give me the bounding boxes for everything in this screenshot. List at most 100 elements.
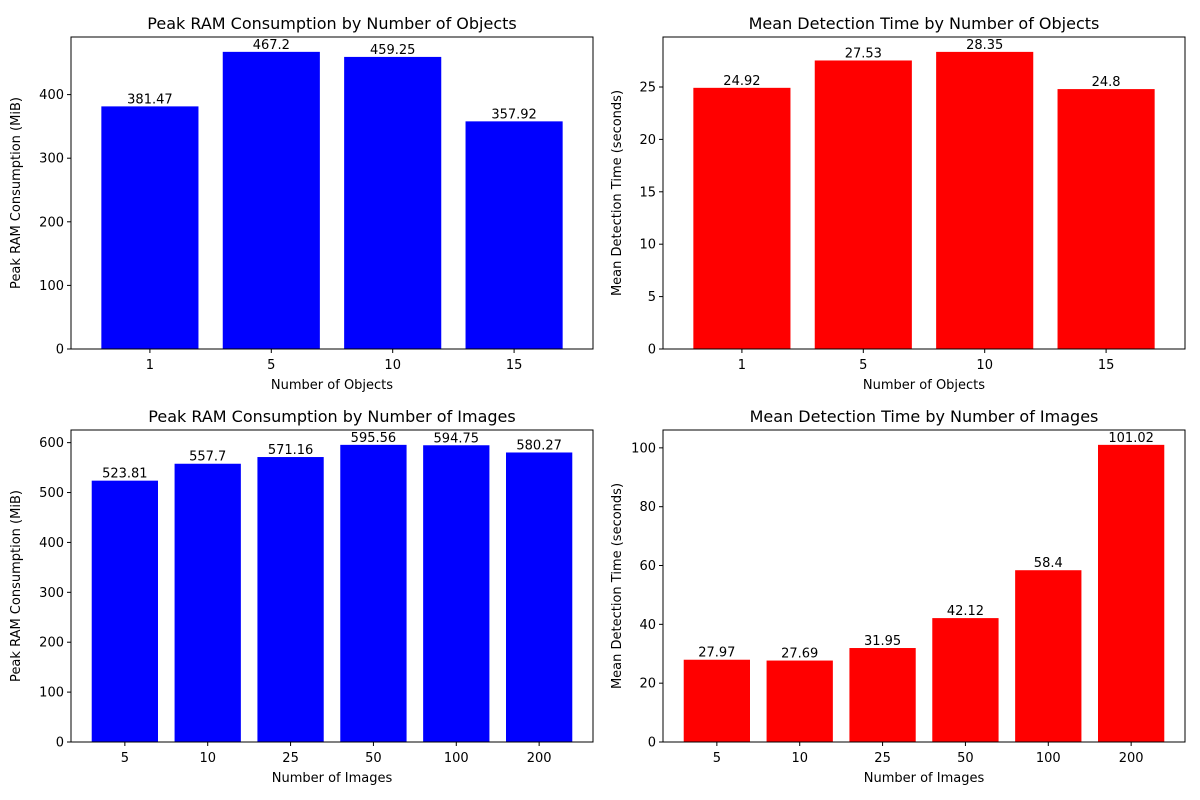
bar-value-label: 580.27 bbox=[516, 438, 562, 453]
bar bbox=[1015, 570, 1082, 742]
x-axis-label: Number of Images bbox=[864, 771, 985, 786]
y-tick-label: 15 bbox=[639, 185, 656, 200]
chart-title: Mean Detection Time by Number of Images bbox=[750, 407, 1099, 426]
bar bbox=[932, 618, 999, 742]
x-tick-label: 50 bbox=[365, 751, 382, 766]
bar bbox=[1057, 89, 1155, 349]
y-tick-label: 300 bbox=[39, 152, 64, 167]
chart-title: Peak RAM Consumption by Number of Images bbox=[148, 407, 515, 426]
y-tick-label: 200 bbox=[39, 636, 64, 651]
plot-frame bbox=[662, 429, 1186, 743]
x-axis-label: Number of Objects bbox=[271, 378, 393, 393]
y-tick-label: 25 bbox=[639, 80, 656, 95]
bar-value-label: 571.16 bbox=[268, 443, 314, 458]
y-tick-label: 200 bbox=[39, 215, 64, 230]
x-tick-label: 10 bbox=[199, 751, 216, 766]
y-tick-label: 100 bbox=[39, 279, 64, 294]
bar-value-label: 594.75 bbox=[434, 431, 480, 446]
bar-value-label: 31.95 bbox=[864, 634, 901, 649]
bar bbox=[423, 445, 490, 742]
y-tick-label: 10 bbox=[639, 238, 656, 253]
y-tick-label: 300 bbox=[39, 586, 64, 601]
plot-frame bbox=[662, 36, 1186, 350]
x-tick-label: 15 bbox=[1098, 358, 1115, 373]
y-tick-label: 100 bbox=[39, 686, 64, 701]
bar-value-label: 58.4 bbox=[1034, 556, 1063, 571]
bar-value-label: 42.12 bbox=[947, 604, 984, 619]
bar-value-label: 24.92 bbox=[723, 74, 760, 89]
bar bbox=[936, 51, 1034, 350]
plot-frame bbox=[70, 36, 594, 350]
bar bbox=[222, 51, 320, 349]
chart-panel-4: 27.97 27.69 31.95 42.12 58.4 101.02 5 10 25 50 100… bbox=[610, 407, 1186, 786]
x-tick-label: 100 bbox=[444, 751, 469, 766]
x-tick-label: 5 bbox=[859, 358, 867, 373]
bar bbox=[91, 480, 158, 742]
bar-value-label: 381.47 bbox=[127, 92, 173, 107]
bar-value-label: 595.56 bbox=[351, 431, 397, 446]
y-tick-label: 0 bbox=[56, 343, 64, 358]
bar-value-label: 357.92 bbox=[491, 107, 537, 122]
y-tick-label: 100 bbox=[631, 441, 656, 456]
bar bbox=[693, 87, 791, 349]
y-tick-label: 500 bbox=[39, 486, 64, 501]
bar-value-label: 27.97 bbox=[698, 646, 735, 661]
y-axis-label: Mean Detection Time (seconds) bbox=[610, 90, 625, 296]
bar-value-label: 28.35 bbox=[966, 38, 1003, 53]
bar-value-label: 467.2 bbox=[253, 38, 290, 53]
bar-value-label: 459.25 bbox=[370, 43, 416, 58]
y-axis-label: Peak RAM Consumption (MiB) bbox=[9, 490, 24, 682]
x-tick-label: 25 bbox=[282, 751, 299, 766]
y-tick-label: 5 bbox=[648, 290, 656, 305]
bar bbox=[257, 457, 324, 742]
x-axis-label: Number of Objects bbox=[863, 378, 985, 393]
x-tick-label: 1 bbox=[738, 358, 746, 373]
x-tick-label: 10 bbox=[976, 358, 993, 373]
y-axis-label: Mean Detection Time (seconds) bbox=[610, 483, 625, 689]
y-tick-label: 400 bbox=[39, 536, 64, 551]
bar-value-label: 27.69 bbox=[781, 647, 818, 662]
x-tick-label: 50 bbox=[957, 751, 974, 766]
x-tick-label: 100 bbox=[1036, 751, 1061, 766]
bar bbox=[101, 106, 199, 349]
x-tick-label: 5 bbox=[121, 751, 129, 766]
bar bbox=[506, 452, 573, 742]
y-tick-label: 60 bbox=[639, 559, 656, 574]
x-tick-label: 5 bbox=[713, 751, 721, 766]
bar-value-label: 557.7 bbox=[189, 450, 226, 465]
bar bbox=[465, 121, 563, 349]
x-tick-label: 1 bbox=[146, 358, 154, 373]
bar-value-label: 24.8 bbox=[1092, 75, 1121, 90]
y-tick-label: 20 bbox=[639, 677, 656, 692]
chart-panel-3: 523.81 557.7 571.16 595.56 594.75 580.27 5 10 25… bbox=[9, 407, 594, 786]
bar-value-label: 523.81 bbox=[102, 467, 148, 482]
chart-title: Peak RAM Consumption by Number of Object… bbox=[147, 14, 516, 33]
y-tick-label: 0 bbox=[648, 343, 656, 358]
y-tick-label: 0 bbox=[648, 736, 656, 751]
bar-value-label: 27.53 bbox=[845, 46, 882, 61]
chart-title: Mean Detection Time by Number of Objects bbox=[749, 14, 1100, 33]
x-axis-label: Number of Images bbox=[272, 771, 393, 786]
bar bbox=[1098, 444, 1165, 742]
x-tick-label: 25 bbox=[874, 751, 891, 766]
y-axis-label: Peak RAM Consumption (MiB) bbox=[9, 97, 24, 289]
bar bbox=[344, 56, 442, 350]
y-tick-label: 400 bbox=[39, 88, 64, 103]
x-tick-label: 200 bbox=[527, 751, 552, 766]
bar bbox=[340, 444, 407, 742]
bar bbox=[683, 659, 750, 742]
bar bbox=[174, 463, 241, 742]
bar bbox=[849, 648, 916, 742]
x-tick-label: 5 bbox=[267, 358, 275, 373]
y-tick-label: 20 bbox=[639, 133, 656, 148]
y-tick-label: 40 bbox=[639, 618, 656, 633]
x-tick-label: 10 bbox=[384, 358, 401, 373]
x-tick-label: 200 bbox=[1119, 751, 1144, 766]
y-tick-label: 600 bbox=[39, 436, 64, 451]
bar bbox=[766, 660, 833, 742]
y-tick-label: 80 bbox=[639, 500, 656, 515]
plot-frame bbox=[70, 429, 594, 743]
